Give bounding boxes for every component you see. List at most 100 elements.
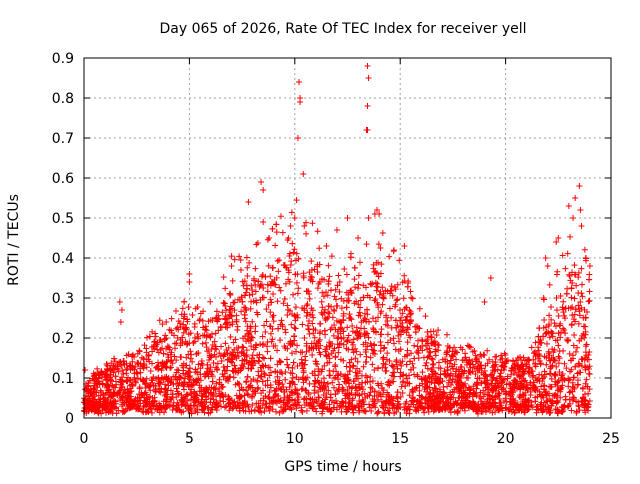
data-point [561,312,568,319]
data-point [478,408,485,415]
chart-title: Day 065 of 2026, Rate Of TEC Index for r… [159,21,526,37]
data-point [352,391,359,398]
data-point [496,372,503,379]
data-point [414,398,421,405]
data-point [343,345,350,352]
data-point [356,329,363,336]
data-point [258,409,265,416]
data-point [183,354,190,361]
data-point [233,344,240,351]
data-point [574,370,581,377]
data-point [202,371,209,378]
data-point [403,329,410,336]
data-point [282,329,289,336]
data-point [140,404,147,411]
data-point [120,370,127,377]
data-point [279,408,286,415]
data-point [335,334,342,341]
data-point [398,314,405,321]
data-point [267,273,274,280]
data-point [553,239,560,245]
data-point [199,340,206,347]
data-point [129,358,136,365]
data-point [348,403,355,410]
data-point [375,241,382,248]
data-point [374,409,381,416]
data-point [372,404,379,411]
data-point [443,395,450,402]
data-point [143,334,150,341]
data-point [245,330,252,337]
data-point [291,324,298,331]
data-point [142,397,149,404]
data-point [184,316,191,323]
data-point [563,336,570,343]
data-point [253,241,260,248]
data-point [117,358,124,365]
data-point [97,387,104,394]
data-point [262,393,269,400]
data-point [380,294,387,301]
data-point [168,315,175,322]
data-point [503,390,510,397]
data-point [200,406,207,413]
data-point [539,375,546,382]
data-point [348,287,355,294]
data-point [537,339,544,346]
data-point [252,341,259,348]
data-point [239,343,246,350]
data-point [337,319,344,326]
data-point [558,374,565,381]
data-point [403,361,410,368]
data-point [586,276,593,283]
data-point [393,297,400,304]
y-tick-label: 0.9 [52,51,74,67]
data-point [305,317,312,324]
data-point [260,294,267,301]
data-point [367,354,374,361]
data-point [461,367,468,374]
data-point [243,387,250,394]
data-point [355,235,362,241]
data-point [213,366,220,373]
ticks-layer [83,57,612,419]
data-point [407,366,414,373]
data-point [220,363,227,370]
data-point [243,307,250,314]
data-point [213,308,220,315]
data-point [149,360,156,367]
data-point [480,393,487,400]
data-point [569,304,576,311]
data-point [430,328,437,335]
data-point [566,271,573,278]
data-point [333,406,340,413]
data-point [369,361,376,368]
data-point [257,296,264,303]
data-point [538,393,545,400]
x-tick-label: 10 [286,431,304,447]
data-point [460,370,467,377]
data-point [281,394,288,401]
data-point [282,326,289,333]
data-point [429,371,436,378]
data-point [207,389,214,396]
data-point [535,355,542,362]
data-point [271,276,278,283]
data-point [389,369,396,376]
data-point [511,409,518,416]
data-point [357,325,364,332]
data-point [550,355,557,362]
data-point [248,298,255,305]
data-point [325,262,332,269]
data-point [560,325,567,332]
data-point [141,390,148,397]
data-point [481,352,488,359]
data-point [104,387,111,394]
data-point [582,391,589,398]
data-point [256,404,263,411]
data-point [284,312,291,319]
data-point [414,373,421,380]
data-point [350,349,357,356]
data-point [441,370,448,377]
data-point [415,337,422,344]
